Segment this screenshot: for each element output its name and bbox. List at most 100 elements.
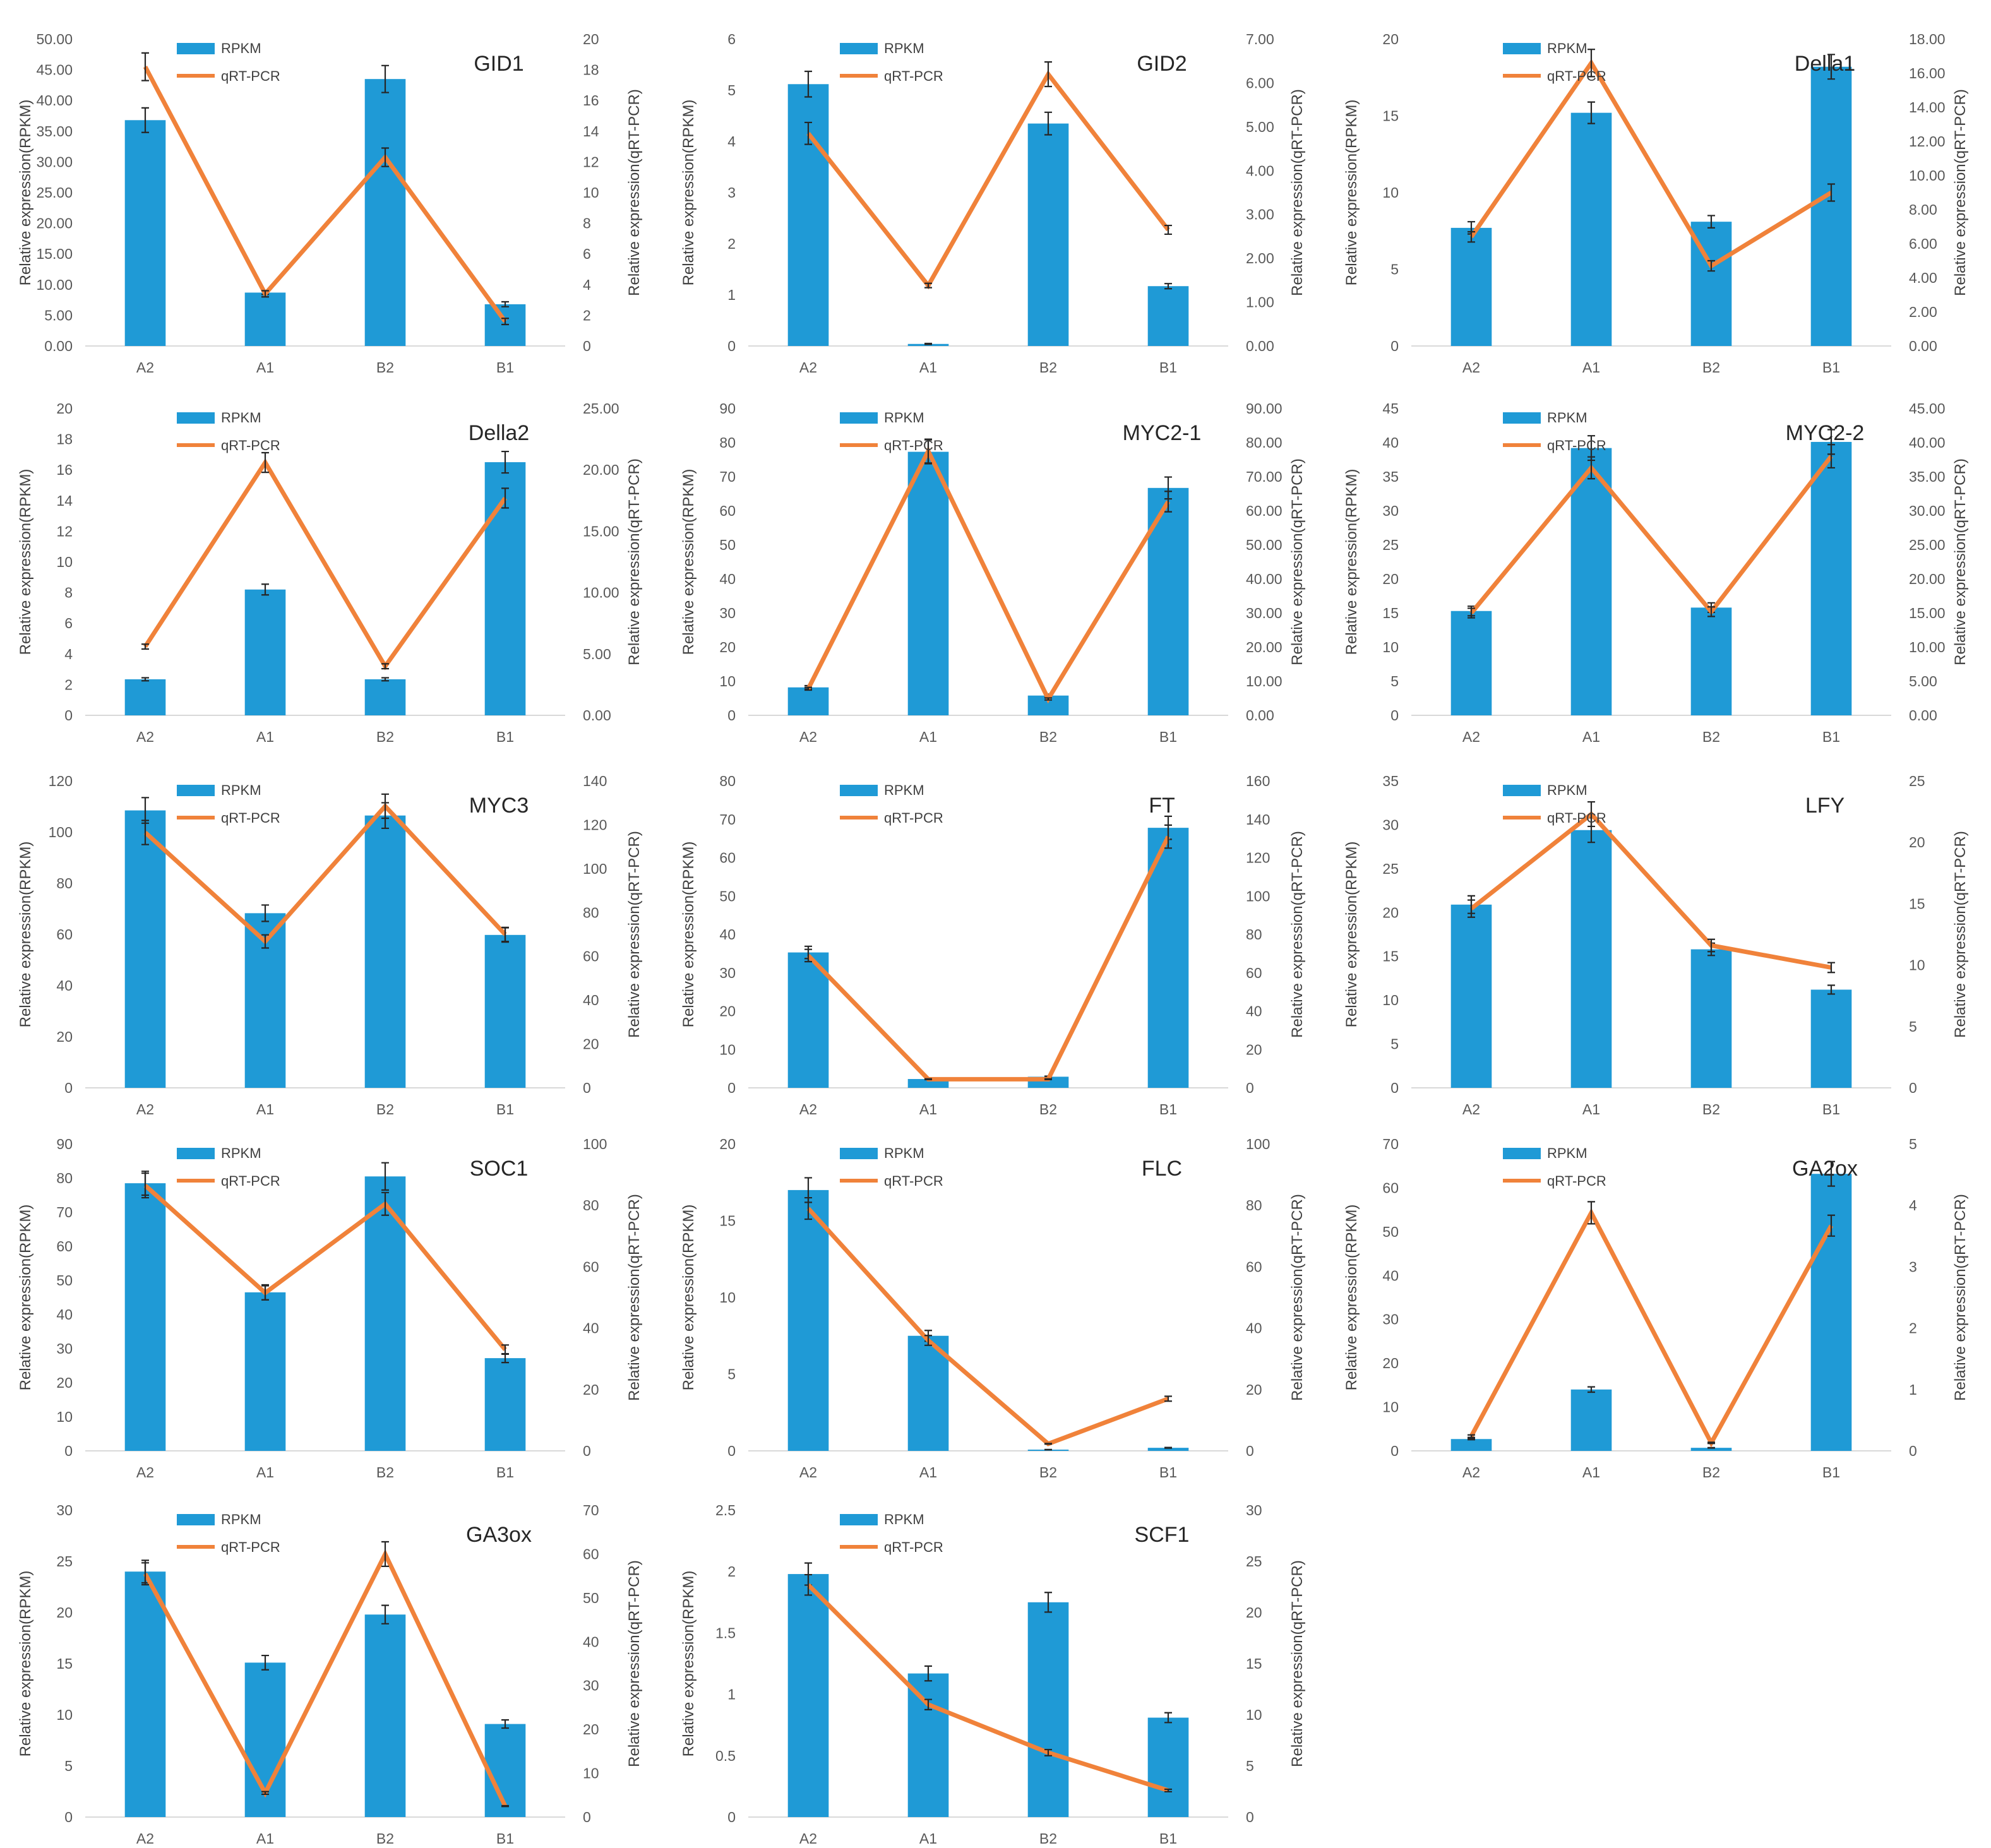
left-tick-label: 40 <box>1382 434 1399 451</box>
error-bar-qrt-pcr <box>924 1698 932 1710</box>
left-tick-label: 4 <box>727 133 736 150</box>
chart-panel-ga2ox: Relative expression(RPKM) Relative expres… <box>1343 1136 1969 1481</box>
left-tick-label: 0 <box>727 338 736 354</box>
bar-rpkm-a2 <box>124 120 166 346</box>
right-tick-label: 100 <box>583 1136 607 1152</box>
y-axis-title-right: Relative expression(qRT-PCR) <box>1289 831 1306 1038</box>
right-tick-label: 6.00 <box>1246 75 1274 91</box>
error-bar-qrt-pcr <box>1044 1078 1052 1081</box>
error-bar-qrt-pcr <box>924 1335 932 1346</box>
legend-label-qrt-pcr: qRT-PCR <box>221 1539 280 1555</box>
error-bar-qrt-pcr <box>1827 962 1835 974</box>
right-tick-label: 20.00 <box>1909 571 1946 587</box>
right-tick-label: 100 <box>583 861 607 877</box>
left-tick-label: 2 <box>64 676 73 693</box>
left-tick-label: 20 <box>1382 1355 1399 1371</box>
right-tick-label: 70 <box>583 1502 599 1518</box>
chart-panel-myc2-2: Relative expression(RPKM) Relative expres… <box>1343 400 1969 745</box>
chart-panel-myc2-1: Relative expression(RPKM) Relative expres… <box>680 400 1306 745</box>
bar-rpkm-b1 <box>1147 828 1189 1088</box>
right-tick-label: 20 <box>583 31 599 47</box>
line-qrt-pcr <box>1469 455 1833 616</box>
error-bar-qrt-pcr <box>501 318 509 326</box>
bar-rpkm-b2 <box>1690 1448 1732 1451</box>
bar-rpkm-b2 <box>1027 123 1069 346</box>
right-tick-label: 40 <box>583 1633 599 1650</box>
legend-label-rpkm: RPKM <box>1547 410 1587 426</box>
y-axis-title-left: Relative expression(RPKM) <box>17 1205 34 1391</box>
bar-rpkm-b1 <box>484 1358 526 1451</box>
y-axis-title-left: Relative expression(RPKM) <box>680 100 697 286</box>
x-tick-label: A2 <box>799 1464 817 1481</box>
x-tick-label: A2 <box>136 1830 154 1847</box>
left-tick-label: 5 <box>64 1758 73 1774</box>
chart-panel-ga3ox: Relative expression(RPKM) Relative expres… <box>17 1502 643 1847</box>
legend-swatch-rpkm <box>177 1514 215 1525</box>
error-bar-qrt-pcr <box>1164 1395 1172 1402</box>
left-tick-label: 40.00 <box>36 92 73 109</box>
y-axis-title-right: Relative expression(qRT-PCR) <box>626 1194 643 1401</box>
left-tick-label: 10 <box>719 1041 736 1058</box>
error-bar-qrt-pcr <box>804 1196 812 1220</box>
y-axis-title-left: Relative expression(RPKM) <box>1343 842 1360 1028</box>
right-tick-label: 60 <box>583 1258 599 1275</box>
x-tick-label: B1 <box>496 1830 514 1847</box>
left-tick-label: 50 <box>56 1272 73 1289</box>
bar-rpkm-b1 <box>1147 1448 1189 1451</box>
right-tick-label: 20.00 <box>583 462 619 478</box>
right-tick-label: 10 <box>1246 1707 1262 1723</box>
right-tick-label: 14.00 <box>1909 99 1946 116</box>
legend-label-rpkm: RPKM <box>884 410 924 426</box>
bar-rpkm-b1 <box>1147 286 1189 346</box>
bar-rpkm-b1 <box>1810 441 1852 715</box>
error-bar-qrt-pcr <box>1468 899 1475 918</box>
error-bar-rpkm <box>141 677 149 682</box>
legend-swatch-rpkm <box>1503 412 1541 424</box>
right-tick-label: 16 <box>583 92 599 109</box>
bar-rpkm-a2 <box>1450 904 1492 1088</box>
left-tick-label: 10 <box>1382 1399 1399 1416</box>
y-axis-title-left: Relative expression(RPKM) <box>680 469 697 655</box>
bar-rpkm-a1 <box>244 1292 286 1451</box>
left-tick-label: 20 <box>56 1374 73 1391</box>
right-tick-label: 1.00 <box>1246 294 1274 311</box>
chart-panel-soc1: Relative expression(RPKM) Relative expres… <box>17 1136 643 1481</box>
legend-swatch-rpkm <box>177 785 215 796</box>
error-bar-rpkm <box>381 677 389 682</box>
error-bar-qrt-pcr <box>1587 801 1595 828</box>
right-tick-label: 0 <box>1909 1443 1917 1459</box>
y-axis-title-right: Relative expression(qRT-PCR) <box>1952 458 1969 665</box>
y-axis-title-left: Relative expression(RPKM) <box>17 100 34 286</box>
left-tick-label: 0 <box>1390 1080 1399 1096</box>
bar-rpkm-b1 <box>1147 1717 1189 1817</box>
right-tick-label: 5.00 <box>1246 119 1274 135</box>
chart-panel-gid1: Relative expression(RPKM) Relative expres… <box>17 31 643 376</box>
right-tick-label: 80 <box>583 1197 599 1213</box>
error-bar-qrt-pcr <box>1044 61 1052 88</box>
right-tick-label: 60 <box>583 1546 599 1562</box>
x-tick-label: A1 <box>256 729 274 745</box>
error-bar-rpkm <box>804 70 812 98</box>
right-tick-label: 80.00 <box>1246 434 1282 451</box>
legend-swatch-rpkm <box>177 412 215 424</box>
y-axis-title-left: Relative expression(RPKM) <box>680 1205 697 1391</box>
error-bar-qrt-pcr <box>141 1562 149 1586</box>
error-bar-qrt-pcr <box>1164 491 1172 513</box>
bar-rpkm-b2 <box>1027 1602 1069 1817</box>
error-bar-qrt-pcr <box>924 282 932 289</box>
x-tick-label: A1 <box>256 1464 274 1481</box>
bar-rpkm-a2 <box>787 952 829 1088</box>
left-tick-label: 15 <box>719 1213 736 1229</box>
left-tick-label: 20 <box>719 1003 736 1020</box>
right-tick-label: 90.00 <box>1246 400 1282 417</box>
x-tick-label: B2 <box>1702 359 1720 376</box>
legend-swatch-rpkm <box>840 785 878 796</box>
right-tick-label: 0 <box>583 338 591 354</box>
bar-rpkm-b2 <box>364 79 406 347</box>
error-bar-qrt-pcr <box>804 1573 812 1596</box>
right-tick-label: 60 <box>1246 1258 1262 1275</box>
error-bar-qrt-pcr <box>1468 231 1475 243</box>
error-bar-rpkm <box>1587 101 1595 124</box>
x-tick-label: B2 <box>1039 1101 1057 1118</box>
bar-rpkm-b1 <box>484 934 526 1088</box>
